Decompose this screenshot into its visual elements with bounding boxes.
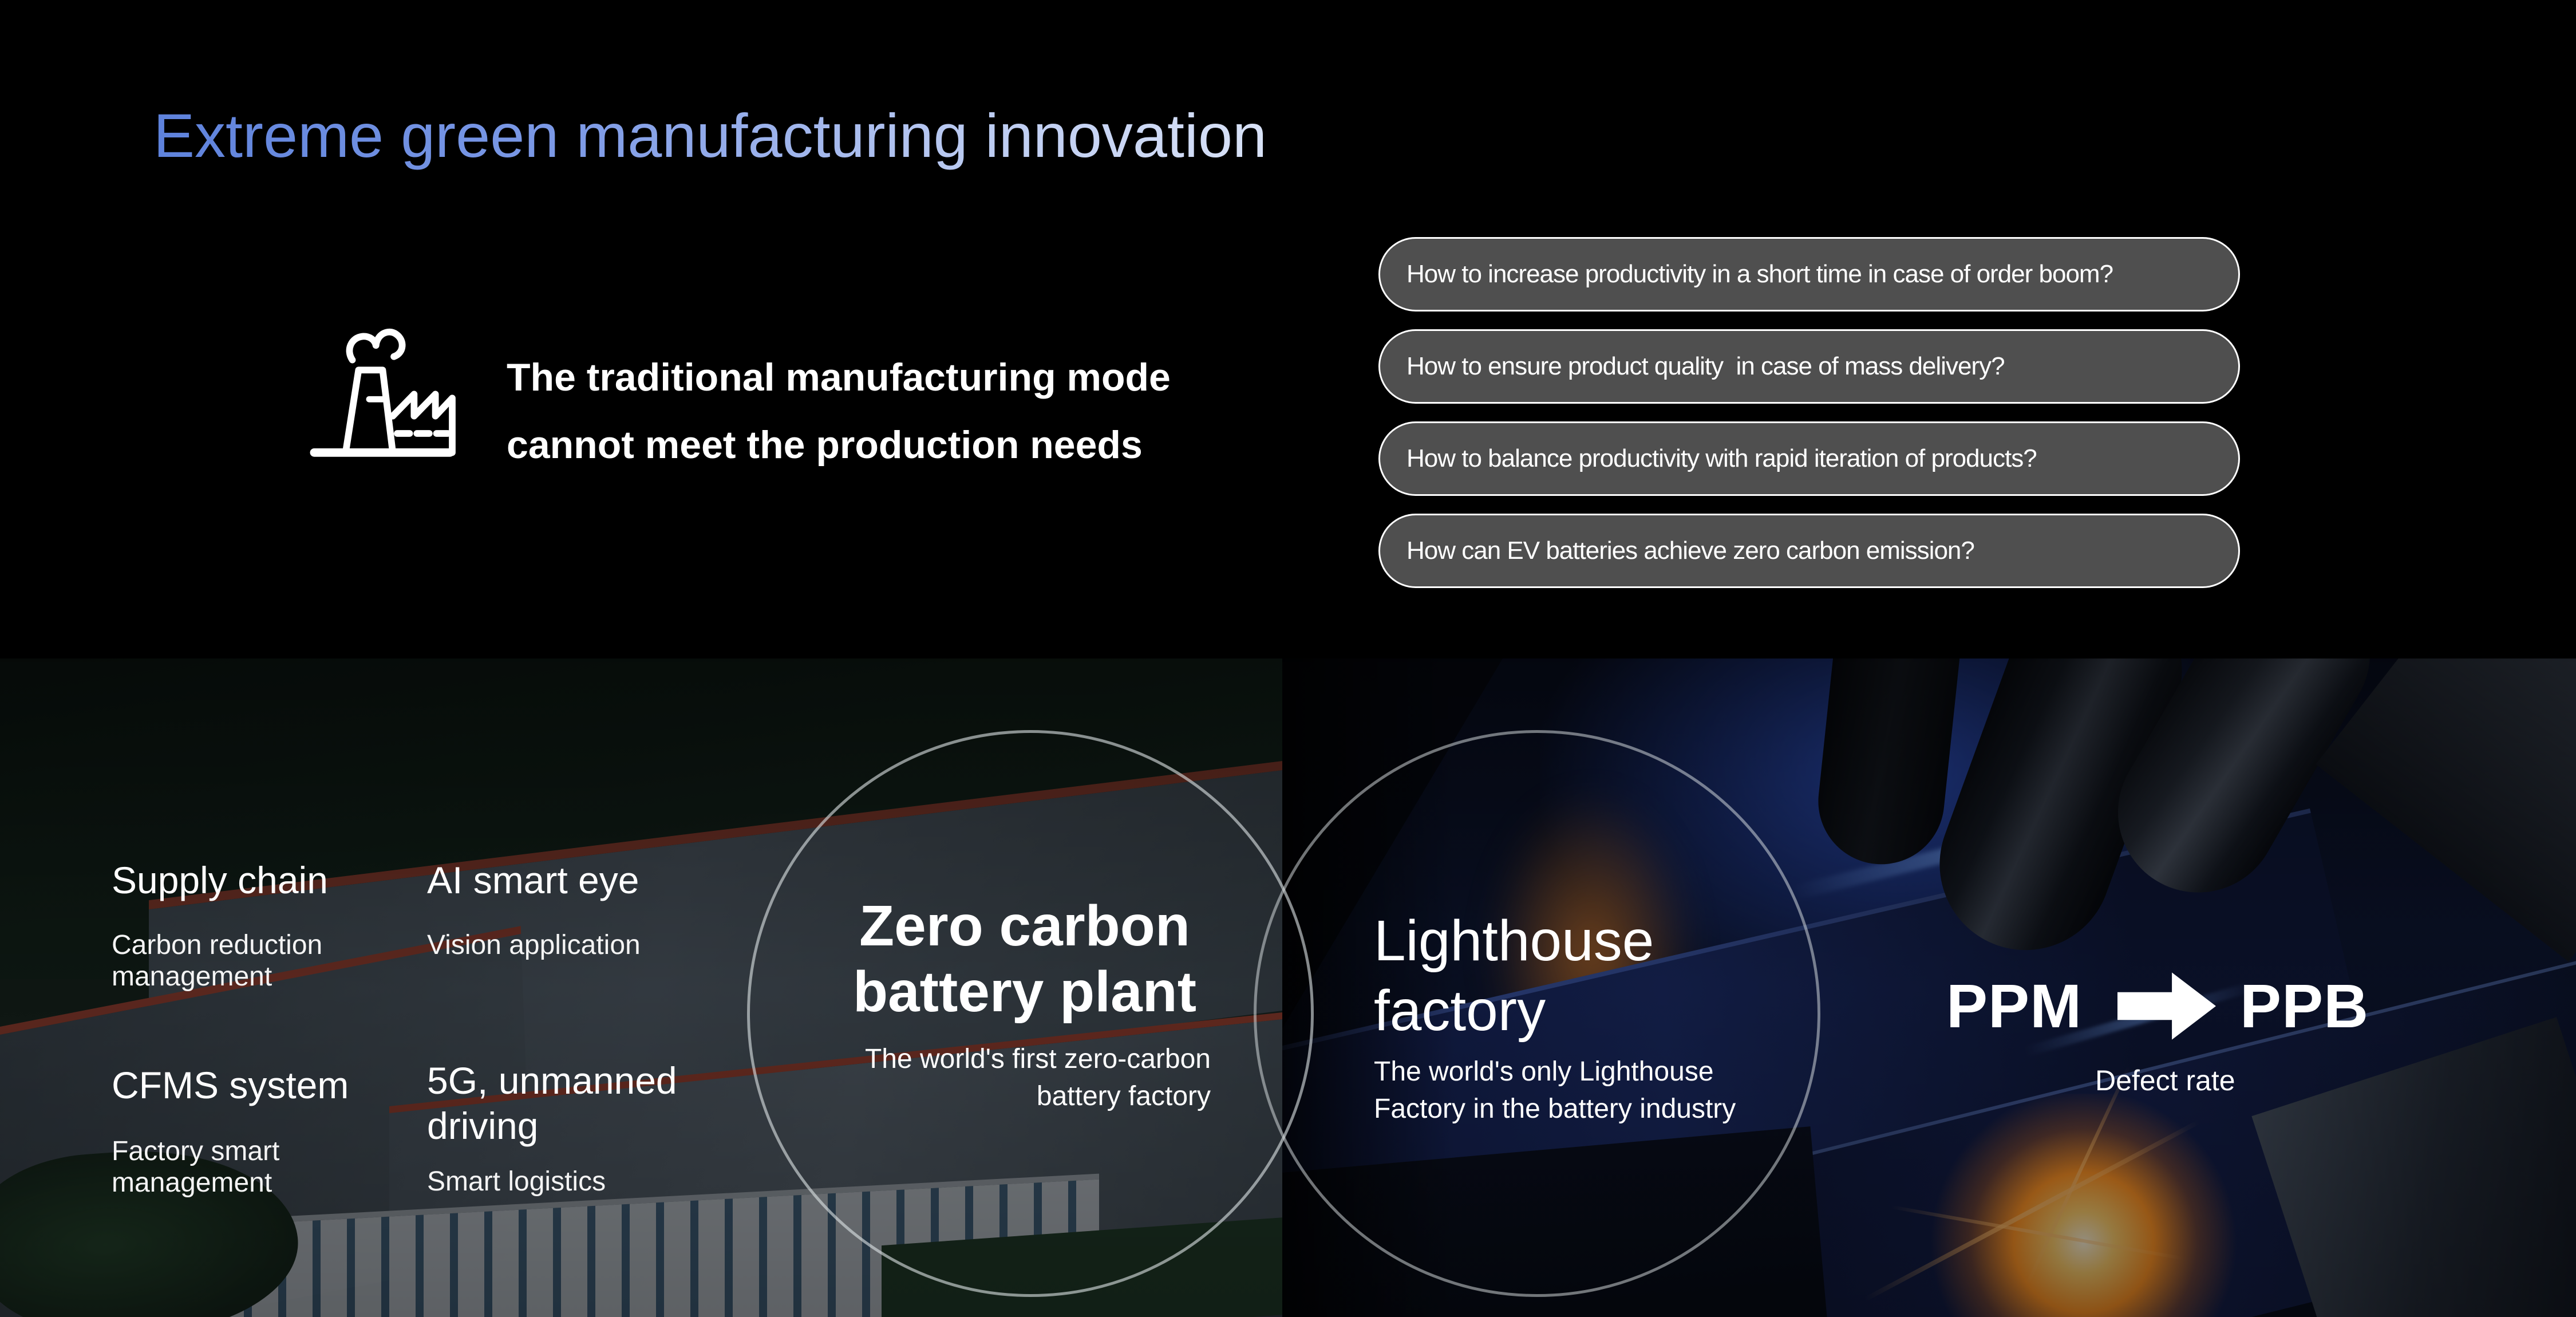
feature-subtitle: Carbon reduction management bbox=[112, 930, 323, 992]
photo-band: Supply chain Carbon reduction management… bbox=[0, 658, 2576, 1317]
feature-title: CFMS system bbox=[112, 1064, 349, 1106]
metric-row: PPM PPB bbox=[1946, 972, 2369, 1040]
feature-cfms-system: CFMS system Factory smart management bbox=[112, 1063, 409, 1199]
question-pill: How to increase productivity in a short … bbox=[1378, 237, 2240, 311]
metric-to: PPB bbox=[2240, 971, 2369, 1041]
feature-supply-chain: Supply chain Carbon reduction management bbox=[112, 858, 409, 993]
highlight-lighthouse-subtitle: The world's only Lighthouse Factory in t… bbox=[1374, 1056, 1736, 1124]
defect-rate-metric: PPM PPB Defect rate bbox=[1946, 972, 2369, 1097]
question-text: How to ensure product quality in case of… bbox=[1406, 352, 2005, 380]
feature-title: Supply chain bbox=[112, 859, 328, 901]
question-pill: How can EV batteries achieve zero carbon… bbox=[1378, 514, 2240, 588]
page-title: Extreme green manufacturing innovation bbox=[153, 98, 1267, 173]
feature-title: AI smart eye bbox=[427, 859, 639, 901]
machine-slab bbox=[2316, 658, 2576, 962]
lighthouse-circle bbox=[1254, 730, 1820, 1297]
factory-icon bbox=[310, 328, 456, 457]
question-text: How to increase productivity in a short … bbox=[1406, 260, 2113, 288]
metric-label: Defect rate bbox=[2095, 1064, 2235, 1097]
highlight-zero-carbon-title: Zero carbon battery plant bbox=[852, 894, 1197, 1024]
metric-from: PPM bbox=[1946, 971, 2083, 1041]
feature-ai-smart-eye: AI smart eye Vision application bbox=[427, 858, 725, 961]
feature-5g-unmanned-driving: 5G, unmanned driving Smart logistics bbox=[427, 1058, 725, 1198]
feature-subtitle: Factory smart management bbox=[112, 1136, 280, 1198]
welding-glow bbox=[1923, 1094, 2244, 1317]
feature-title: 5G, unmanned driving bbox=[427, 1059, 677, 1148]
question-pill: How to balance productivity with rapid i… bbox=[1378, 421, 2240, 496]
question-text: How to balance productivity with rapid i… bbox=[1406, 444, 2037, 472]
problem-statement: The traditional manufacturing mode canno… bbox=[507, 356, 1171, 467]
question-list: How to increase productivity in a short … bbox=[1378, 237, 2240, 606]
right-arrow-icon bbox=[2117, 972, 2217, 1040]
highlight-lighthouse-title: Lighthouse factory bbox=[1374, 909, 1654, 1043]
feature-subtitle: Smart logistics bbox=[427, 1166, 606, 1197]
question-pill: How to ensure product quality in case of… bbox=[1378, 329, 2240, 404]
question-text: How can EV batteries achieve zero carbon… bbox=[1406, 537, 1975, 565]
feature-subtitle: Vision application bbox=[427, 930, 641, 961]
highlight-zero-carbon-subtitle: The world's first zero-carbon battery fa… bbox=[864, 1044, 1211, 1111]
